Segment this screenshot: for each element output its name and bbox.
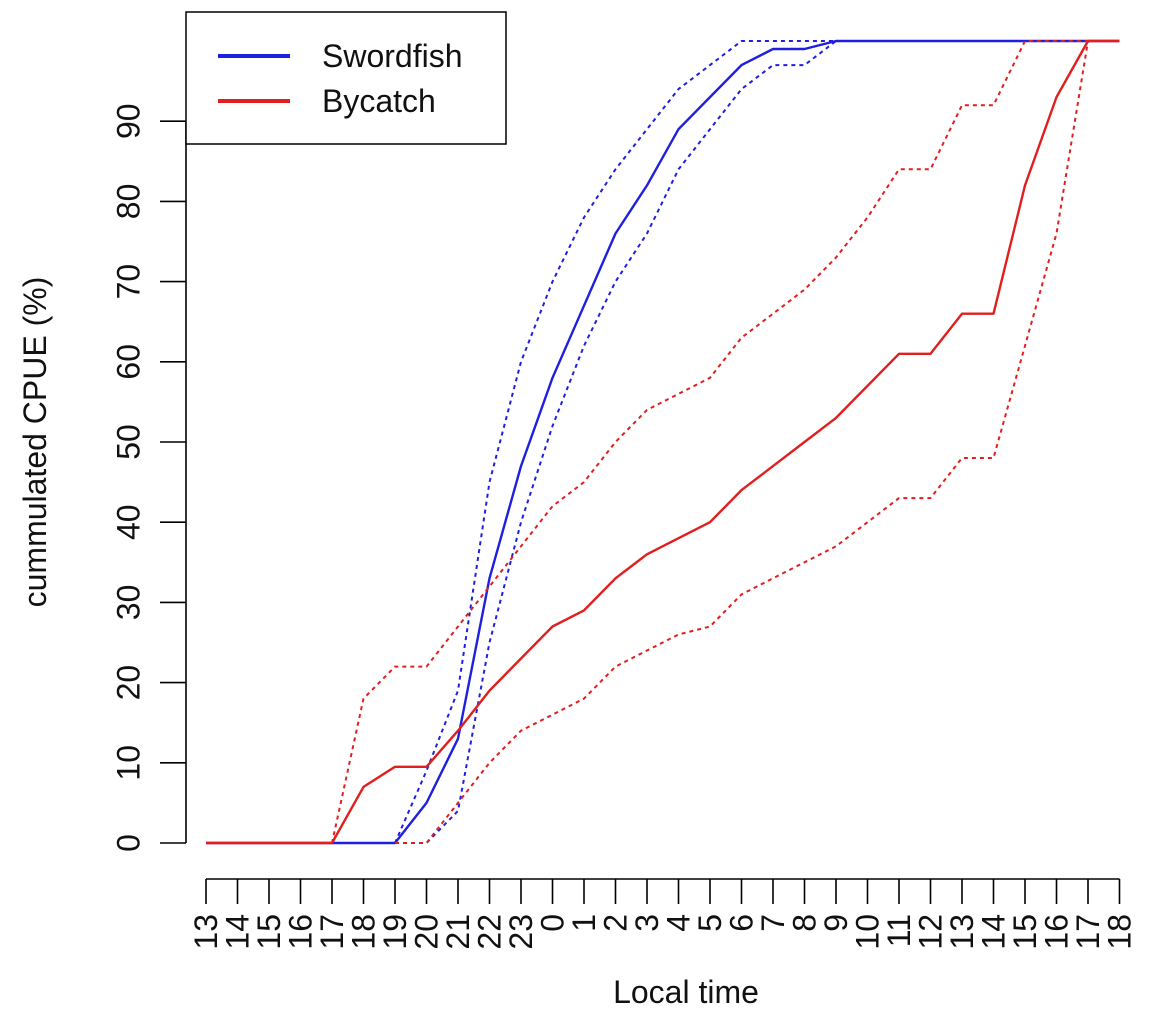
x-tick-label-20: 9	[818, 914, 854, 932]
legend-box	[185, 11, 507, 145]
series-line-bycatch-upper	[331, 40, 1088, 844]
x-tick-label-15: 4	[661, 914, 697, 932]
x-tick-label-14: 3	[629, 914, 665, 932]
y-tick-label-80: 80	[110, 184, 146, 220]
y-tick-label-10: 10	[110, 745, 146, 781]
x-tick-label-2: 15	[251, 914, 287, 950]
x-tick-label-21: 10	[850, 914, 886, 950]
x-tick-label-24: 13	[944, 914, 980, 950]
legend-label-bycatch: Bycatch	[322, 83, 436, 119]
x-tick-label-6: 19	[377, 914, 413, 950]
series-line-bycatch	[206, 39, 1120, 845]
legend-label-swordfish: Swordfish	[322, 38, 463, 74]
x-tick-label-19: 8	[787, 914, 823, 932]
x-tick-label-0: 13	[188, 914, 224, 950]
y-tick-label-0: 0	[110, 834, 146, 852]
y-tick-label-40: 40	[110, 504, 146, 540]
x-tick-label-11: 0	[535, 914, 571, 932]
x-tick-label-25: 14	[976, 914, 1012, 950]
y-axis: 0 10 20 30 40 50 60 70 80 90	[110, 103, 187, 852]
series-line-swordfish-lower	[395, 40, 837, 844]
x-tick-label-17: 6	[724, 914, 760, 932]
x-tick-label-28: 17	[1070, 914, 1106, 950]
y-tick-label-30: 30	[110, 585, 146, 621]
x-tick-label-8: 21	[440, 914, 476, 950]
y-tick-label-90: 90	[110, 103, 146, 139]
series-line-swordfish	[206, 39, 1120, 845]
x-tick-label-27: 16	[1039, 914, 1075, 950]
x-axis-title: Local time	[613, 974, 759, 1010]
y-tick-label-70: 70	[110, 264, 146, 300]
x-tick-label-16: 5	[692, 914, 728, 932]
x-tick-label-12: 1	[566, 914, 602, 932]
x-tick-label-26: 15	[1007, 914, 1043, 950]
x-tick-label-1: 14	[220, 914, 256, 950]
x-tick-label-29: 18	[1102, 914, 1138, 950]
series-line-bycatch-lower	[395, 40, 1089, 844]
x-tick-label-5: 18	[346, 914, 382, 950]
plot-area	[206, 39, 1120, 845]
y-tick-label-60: 60	[110, 344, 146, 380]
x-tick-label-13: 2	[598, 914, 634, 932]
x-axis: 1314151617181920212223012345678910111213…	[188, 878, 1138, 950]
x-tick-label-23: 12	[913, 914, 949, 950]
series-line-swordfish-upper	[394, 40, 836, 844]
x-tick-label-10: 23	[503, 914, 539, 950]
x-tick-label-22: 11	[881, 914, 917, 947]
y-tick-label-50: 50	[110, 424, 146, 460]
y-axis-title: cummulated CPUE (%)	[17, 277, 53, 608]
y-tick-label-20: 20	[110, 665, 146, 701]
x-tick-label-18: 7	[755, 914, 791, 932]
legend: Swordfish Bycatch	[185, 11, 507, 145]
x-tick-label-7: 20	[409, 914, 445, 950]
x-tick-label-4: 17	[314, 914, 350, 950]
x-tick-label-3: 16	[283, 914, 319, 950]
x-tick-label-9: 22	[472, 914, 508, 950]
